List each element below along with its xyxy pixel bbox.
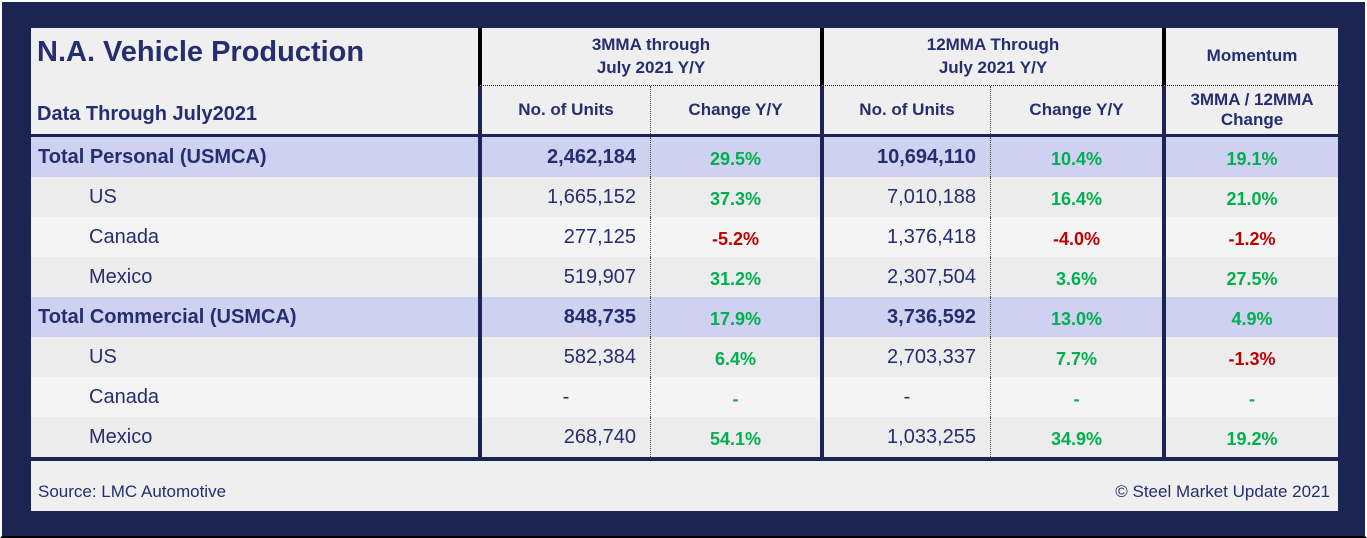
vehicle-production-table: N.A. Vehicle Production Data Through Jul…	[31, 28, 1338, 511]
source-credit: Source: LMC Automotive	[38, 482, 227, 501]
cell-12mma-units: 1,376,418	[820, 217, 990, 257]
table-row-personal-canada: Canada 277,125 -5.2% 1,376,418 -4.0% -1.…	[31, 217, 1338, 257]
momentum-title: Momentum	[1206, 46, 1298, 66]
cell-3mma-change: 54.1%	[650, 417, 820, 457]
cell-3mma-units: 848,735	[478, 297, 650, 337]
row-label: Canada	[89, 385, 160, 408]
group-header-3mma-line2: July 2021 Y/Y	[596, 57, 706, 77]
cell-12mma-units: 1,033,255	[820, 417, 990, 457]
cell-momentum: 4.9%	[1162, 297, 1338, 337]
page-subtitle: Data Through July2021	[37, 103, 258, 125]
cell-12mma-change: 16.4%	[990, 177, 1162, 217]
cell-12mma-units: 3,736,592	[820, 297, 990, 337]
table-row-commercial-us: US 582,384 6.4% 2,703,337 7.7% -1.3%	[31, 337, 1338, 377]
table-row-personal-mexico: Mexico 519,907 31.2% 2,307,504 3.6% 27.5…	[31, 257, 1338, 297]
title-block: N.A. Vehicle Production Data Through Jul…	[31, 28, 478, 134]
table-header: N.A. Vehicle Production Data Through Jul…	[31, 28, 1338, 137]
cell-12mma-change: 13.0%	[990, 297, 1162, 337]
group-header-12mma-line2: July 2021 Y/Y	[938, 57, 1048, 77]
table-row-commercial-mexico: Mexico 268,740 54.1% 1,033,255 34.9% 19.…	[31, 417, 1338, 457]
col-header-12mma-units: No. of Units	[820, 86, 990, 134]
table-row-total-commercial: Total Commercial (USMCA) 848,735 17.9% 3…	[31, 297, 1338, 337]
cell-12mma-change: 7.7%	[990, 337, 1162, 377]
cell-3mma-units: -	[478, 377, 650, 417]
copyright-credit: © Steel Market Update 2021	[1115, 482, 1330, 501]
row-label: Total Personal (USMCA)	[38, 145, 267, 168]
table-row-total-personal: Total Personal (USMCA) 2,462,184 29.5% 1…	[31, 137, 1338, 177]
cell-3mma-units: 519,907	[478, 257, 650, 297]
cell-3mma-change: 6.4%	[650, 337, 820, 377]
cell-12mma-units: 10,694,110	[820, 137, 990, 177]
cell-3mma-units: 277,125	[478, 217, 650, 257]
cell-12mma-change: 10.4%	[990, 137, 1162, 177]
cell-momentum: 21.0%	[1162, 177, 1338, 217]
cell-12mma-units: -	[820, 377, 990, 417]
table-row-personal-us: US 1,665,152 37.3% 7,010,188 16.4% 21.0%	[31, 177, 1338, 217]
cell-momentum: -1.3%	[1162, 337, 1338, 377]
cell-momentum: 27.5%	[1162, 257, 1338, 297]
cell-12mma-change: 34.9%	[990, 417, 1162, 457]
cell-3mma-change: 29.5%	[650, 137, 820, 177]
cell-momentum: -	[1162, 377, 1338, 417]
col-header-12mma-change: Change Y/Y	[990, 86, 1162, 134]
col-header-momentum-change: 3MMA / 12MMA Change	[1162, 86, 1338, 134]
group-header-momentum: Momentum	[1162, 28, 1338, 86]
cell-momentum: -1.2%	[1162, 217, 1338, 257]
row-label: Canada	[89, 225, 160, 248]
row-label: US	[89, 345, 117, 368]
cell-3mma-change: 37.3%	[650, 177, 820, 217]
cell-12mma-change: -	[990, 377, 1162, 417]
cell-12mma-change: 3.6%	[990, 257, 1162, 297]
cell-12mma-change: -4.0%	[990, 217, 1162, 257]
cell-3mma-units: 2,462,184	[478, 137, 650, 177]
col-header-3mma-units: No. of Units	[478, 86, 650, 134]
cell-3mma-change: 17.9%	[650, 297, 820, 337]
momentum-sub-line2: Change	[1220, 110, 1284, 129]
row-label: Mexico	[89, 425, 153, 448]
page-title: N.A. Vehicle Production	[37, 36, 365, 68]
cell-12mma-units: 2,307,504	[820, 257, 990, 297]
cell-momentum: 19.2%	[1162, 417, 1338, 457]
table-row-commercial-canada: Canada - - - - -	[31, 377, 1338, 417]
cell-3mma-units: 1,665,152	[478, 177, 650, 217]
group-header-3mma: 3MMA through July 2021 Y/Y	[478, 28, 820, 86]
cell-3mma-change: -	[650, 377, 820, 417]
col-header-3mma-change: Change Y/Y	[650, 86, 820, 134]
group-header-12mma: 12MMA Through July 2021 Y/Y	[820, 28, 1162, 86]
cell-3mma-units: 582,384	[478, 337, 650, 377]
cell-3mma-change: -5.2%	[650, 217, 820, 257]
cell-12mma-units: 7,010,188	[820, 177, 990, 217]
cell-3mma-units: 268,740	[478, 417, 650, 457]
table-footer: Source: LMC Automotive © Steel Market Up…	[31, 461, 1338, 511]
row-label: Mexico	[89, 265, 153, 288]
group-header-12mma-line1: 12MMA Through	[926, 35, 1060, 55]
row-label: US	[89, 185, 117, 208]
group-header-3mma-line1: 3MMA through	[591, 35, 711, 55]
cell-12mma-units: 2,703,337	[820, 337, 990, 377]
cell-3mma-change: 31.2%	[650, 257, 820, 297]
momentum-sub-line1: 3MMA / 12MMA	[1190, 90, 1314, 110]
cell-momentum: 19.1%	[1162, 137, 1338, 177]
table-bottom-rule	[31, 457, 1338, 461]
row-label: Total Commercial (USMCA)	[38, 305, 297, 328]
